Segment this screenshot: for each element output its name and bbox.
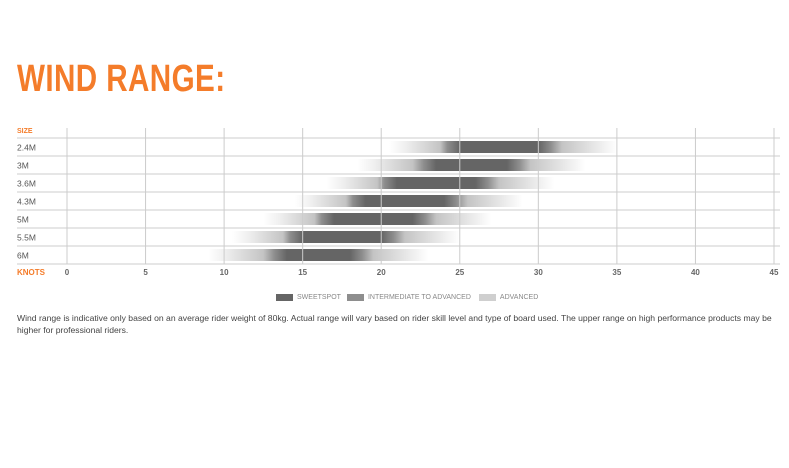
legend-swatch-intermediate (346, 294, 364, 301)
range-bar-4.3M (294, 195, 523, 207)
disclaimer-note: Wind range is indicative only based on a… (17, 313, 772, 335)
legend: SWEETSPOT INTERMEDIATE TO ADVANCED ADVAN… (276, 294, 538, 301)
range-bar-5.5M (231, 231, 460, 243)
size-label: 5.5M (17, 233, 36, 243)
legend-label: SWEETSPOT (297, 294, 341, 301)
range-bar-6M (208, 249, 429, 261)
size-label: 5M (17, 215, 29, 225)
size-label: 6M (17, 251, 29, 261)
x-tick-label: 0 (65, 268, 70, 277)
x-header: KNOTS (17, 268, 46, 277)
size-label: 3M (17, 161, 29, 171)
size-label: 2.4M (17, 143, 36, 153)
x-tick-label: 40 (691, 268, 700, 277)
legend-label: ADVANCED (499, 294, 539, 301)
x-tick-label: 35 (612, 268, 621, 277)
range-bar-3M (357, 159, 586, 171)
size-label: 4.3M (17, 197, 36, 207)
y-header: SIZE (17, 128, 33, 135)
legend-swatch-sweetspot (276, 294, 293, 301)
range-bar-5M (263, 213, 492, 225)
x-tick-label: 20 (377, 268, 386, 277)
size-label: 3.6M (17, 179, 36, 189)
x-tick-label: 30 (534, 268, 543, 277)
range-bar-3.6M (326, 177, 555, 189)
range-bar-2.4M (389, 141, 617, 153)
x-tick-label: 5 (143, 268, 148, 277)
x-tick-label: 25 (455, 268, 464, 277)
x-tick-label: 10 (220, 268, 229, 277)
legend-label: INTERMEDIATE TO ADVANCED (367, 294, 471, 301)
legend-swatch-advanced (478, 294, 496, 301)
page-title: WIND RANGE: (17, 58, 226, 100)
x-tick-label: 15 (298, 268, 307, 277)
x-tick-label: 45 (770, 268, 779, 277)
wind-range-chart: 0 5 10 15 20 25 30 35 40 45 2.4M 3M 3.6M 4.3M 5M 5.5M 6M… (17, 128, 780, 277)
